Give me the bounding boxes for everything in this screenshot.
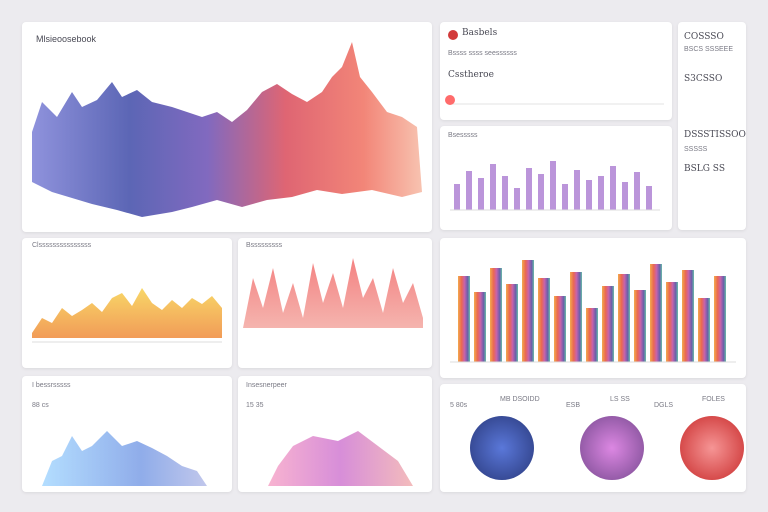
- pink-area-chart: [268, 431, 413, 486]
- top-right-panel-a: Basbels Bssss ssss seessssss Csstheroe: [440, 22, 672, 120]
- panel-title: Bsesssss: [448, 132, 478, 139]
- y-label: 15 35: [246, 402, 264, 409]
- pie-title: ESB: [566, 402, 581, 409]
- pie-charts: [470, 416, 744, 480]
- side-heading: COSSSO: [684, 32, 724, 42]
- bottom-right-panel: [440, 238, 746, 378]
- panel-title: Insesnerpeer: [246, 382, 287, 389]
- side-heading: DSSSTISSOOD: [684, 130, 746, 140]
- y-label: 88 cs: [32, 402, 49, 409]
- pie-caption: MB DSOIDD: [500, 396, 540, 403]
- main-chart-panel: Mlsieoosebook: [22, 22, 432, 232]
- bottom-left-panel: I bessrsssss 88 cs: [22, 376, 232, 492]
- pie-label: LS SS: [610, 396, 630, 403]
- pie-label: FOLES: [702, 396, 725, 403]
- pie-title: 5 80s: [450, 402, 468, 409]
- pie-label: DGLS: [654, 402, 674, 409]
- side-heading: BSLG SS: [684, 164, 725, 174]
- status-dot: [448, 30, 458, 40]
- watercolor-chart: [32, 42, 422, 217]
- soft-area-chart: [42, 431, 207, 486]
- side-heading: S3CSSO: [684, 74, 723, 84]
- panel-title: Basbels: [462, 28, 498, 38]
- area-chart: [32, 288, 222, 343]
- panel-title: Mlsieoosebook: [36, 34, 97, 44]
- mid-center-panel: Bsssssssss: [238, 238, 432, 368]
- side-subheading: SSSSS: [684, 146, 708, 153]
- panel-subtitle: Bssss ssss seessssss: [448, 50, 517, 57]
- bar-chart: [450, 161, 660, 211]
- panel-title: I bessrsssss: [32, 382, 71, 389]
- panel-title: Bsssssssss: [246, 242, 283, 249]
- marker-row: [445, 95, 664, 105]
- mid-left-panel: Clsssssssssssssss: [22, 238, 232, 368]
- colorful-bar-chart: [450, 260, 736, 363]
- side-subheading: BSCS SSSEEE: [684, 46, 734, 53]
- bottom-center-panel: Insesnerpeer 15 35: [238, 376, 432, 492]
- spike-chart: [243, 258, 423, 328]
- pies-panel: 5 80s MB DSOIDD ESB LS SS DGLS FOLES: [440, 384, 746, 492]
- top-right-panel-b: Bsesssss: [440, 126, 672, 230]
- panel-label: Csstheroe: [448, 70, 494, 80]
- right-side-panel: COSSSO BSCS SSSEEE S3CSSO DSSSTISSOOD SS…: [678, 22, 746, 230]
- panel-title: Clsssssssssssssss: [32, 242, 92, 249]
